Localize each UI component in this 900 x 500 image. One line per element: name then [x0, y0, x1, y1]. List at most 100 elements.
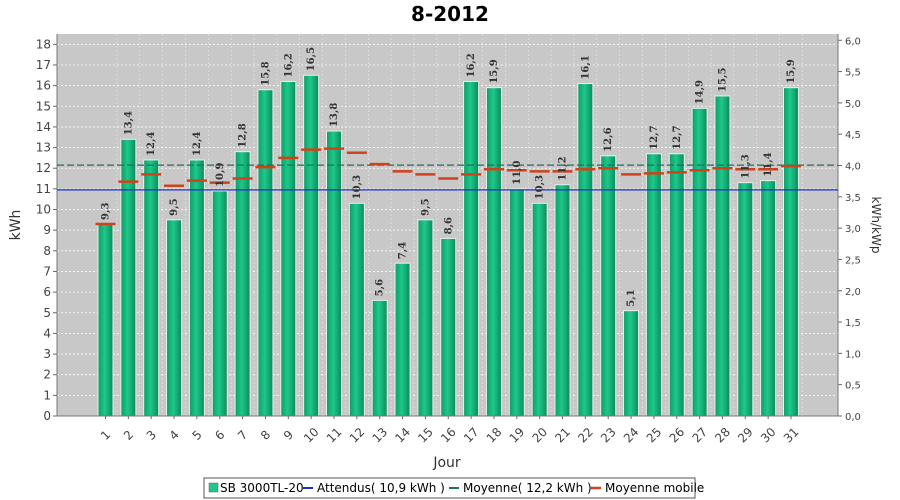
data-label: 10,9 — [215, 163, 226, 187]
y-tick-label: 10 — [36, 203, 51, 217]
bar — [440, 237, 457, 417]
x-tick-label: 6 — [212, 428, 227, 443]
y-tick-label: 16 — [36, 79, 51, 93]
y-tick-label: 18 — [36, 37, 51, 51]
data-label: 15,8 — [260, 61, 271, 85]
x-tick-label: 13 — [370, 425, 391, 446]
bar — [691, 107, 708, 417]
data-label: 12,6 — [603, 127, 614, 151]
bar — [234, 151, 251, 417]
x-axis: 1 2 3 4 5 6 7 8 9 10 11 12 13 14 15 16 17 18 19 20 21 22 23 24 2… — [57, 415, 838, 446]
y-tick-label: 9 — [43, 223, 51, 237]
y2-tick-label: 0,0 — [845, 412, 861, 423]
data-label: 9,5 — [169, 198, 180, 215]
x-tick-label: 8 — [258, 428, 273, 443]
x-tick-label: 23 — [598, 425, 619, 446]
bar — [737, 182, 754, 417]
data-label: 14,9 — [695, 80, 706, 104]
bar — [143, 159, 160, 417]
bar — [668, 153, 685, 417]
y-tick-label: 17 — [36, 58, 51, 72]
data-label: 7,4 — [398, 242, 409, 259]
data-label: 11,3 — [740, 154, 751, 178]
data-label: 12,4 — [146, 132, 157, 156]
y-tick-label: 5 — [43, 306, 51, 320]
x-tick-label: 29 — [735, 425, 756, 446]
data-label: 11,0 — [512, 160, 523, 184]
y2-tick-label: 0,5 — [845, 381, 861, 392]
bar — [211, 190, 228, 417]
bar — [714, 95, 731, 417]
y-tick-label: 13 — [36, 141, 51, 155]
y2-tick-label: 2,0 — [845, 287, 861, 298]
y2-axis-title: kWh/kWp — [869, 197, 883, 254]
y2-tick-label: 6,0 — [845, 36, 861, 47]
data-label: 13,8 — [329, 103, 340, 127]
x-tick-label: 17 — [461, 425, 482, 446]
y-tick-label: 11 — [36, 182, 51, 196]
data-label: 16,5 — [306, 47, 317, 71]
x-tick-label: 11 — [324, 425, 345, 446]
bar — [760, 180, 777, 417]
data-label: 11,4 — [763, 152, 774, 176]
data-label: 12,7 — [672, 125, 683, 149]
bar — [600, 155, 617, 417]
y-tick-label: 8 — [43, 244, 51, 258]
x-tick-label: 14 — [392, 425, 413, 446]
x-tick-label: 26 — [667, 425, 688, 446]
data-label: 16,2 — [466, 53, 477, 77]
data-label: 9,5 — [420, 198, 431, 215]
reference-lines — [57, 164, 838, 191]
y-axis-title: kWh — [8, 210, 24, 241]
y-tick-label: 2 — [43, 368, 51, 382]
bar — [326, 130, 342, 417]
legend-swatch-bars — [208, 482, 219, 493]
bar — [280, 80, 297, 417]
bar — [166, 219, 183, 417]
bar — [577, 83, 594, 417]
data-labels: 9,3 13,4 12,4 9,5 12,4 10,9 12,8 15,8 16,2 16,5 13… — [101, 47, 798, 307]
data-label: 13,4 — [123, 111, 134, 135]
y2-tick-label: 5,5 — [845, 68, 861, 79]
data-label: 15,9 — [786, 59, 797, 83]
y-tick-label: 14 — [36, 120, 51, 134]
y2-tick-label: 2,5 — [845, 255, 861, 266]
bar — [348, 202, 365, 417]
x-tick-label: 25 — [644, 425, 665, 446]
y2-axis: 0,0 0,5 1,0 1,5 2,0 2,5 3,0 3,5 4,0 4,5 5,0 5,5 6,0 — [837, 34, 861, 423]
x-tick-label: 18 — [484, 425, 505, 446]
x-tick-label: 10 — [301, 425, 322, 446]
data-label: 5,6 — [375, 279, 386, 296]
x-tick-label: 15 — [415, 425, 436, 446]
x-tick-label: 9 — [281, 428, 296, 443]
bar — [394, 262, 411, 417]
x-tick-label: 30 — [758, 425, 779, 446]
bar — [417, 219, 434, 417]
bar — [531, 202, 548, 417]
bar — [257, 89, 274, 417]
moving-average — [95, 147, 801, 226]
x-tick-label: 27 — [689, 425, 710, 446]
x-tick-label: 7 — [235, 428, 250, 443]
bar — [623, 310, 640, 417]
y2-tick-label: 1,0 — [845, 349, 861, 360]
data-label: 11,2 — [558, 156, 569, 180]
x-axis-title: Jour — [432, 455, 461, 471]
bar — [554, 184, 571, 417]
y-tick-label: 7 — [43, 264, 51, 278]
y2-tick-label: 1,5 — [845, 318, 861, 329]
bar — [463, 80, 480, 417]
y2-tick-label: 4,0 — [845, 162, 861, 173]
data-label: 15,5 — [717, 68, 728, 92]
x-tick-label: 22 — [575, 425, 596, 446]
bar — [508, 188, 525, 417]
x-tick-label: 20 — [529, 425, 550, 446]
x-tick-label: 28 — [712, 425, 733, 446]
data-label: 10,3 — [352, 175, 363, 199]
x-tick-label: 3 — [144, 428, 159, 443]
x-tick-label: 1 — [98, 428, 113, 443]
legend-item-average: Moyenne( 12,2 kWh ) — [463, 481, 592, 495]
data-label: 12,7 — [649, 125, 660, 149]
